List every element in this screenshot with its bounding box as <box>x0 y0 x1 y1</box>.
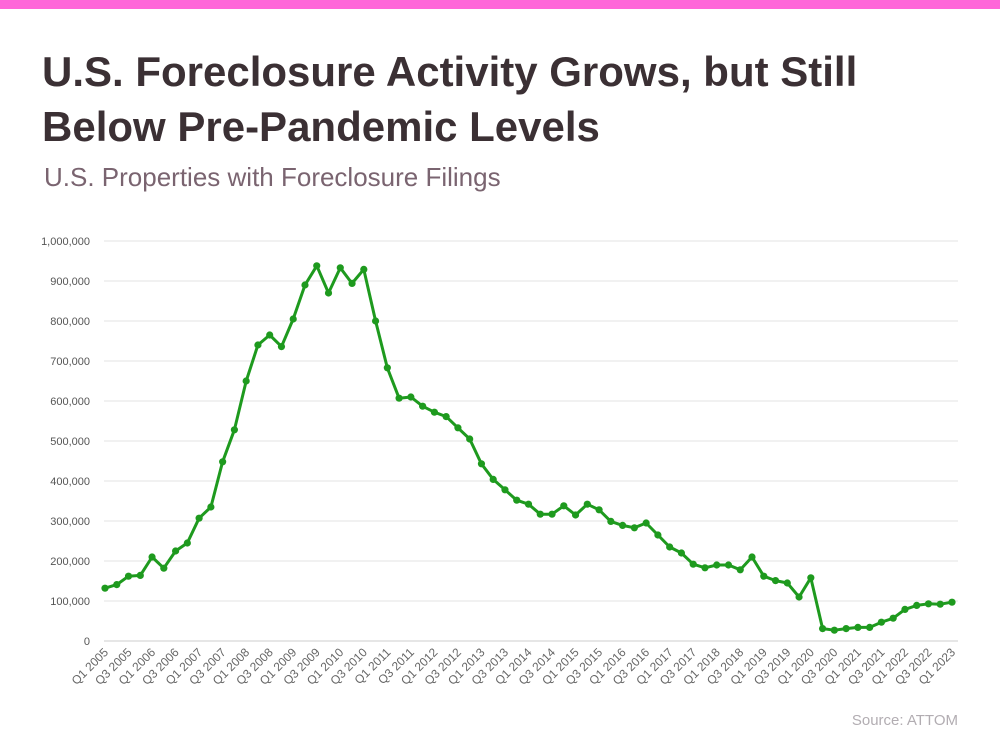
data-point <box>454 424 462 432</box>
data-point <box>160 564 168 572</box>
data-point <box>113 581 121 589</box>
data-point <box>466 435 474 443</box>
data-point <box>183 539 191 547</box>
y-tick-label: 300,000 <box>50 516 90 528</box>
data-point <box>936 600 944 608</box>
page-title: U.S. Foreclosure Activity Grows, but Sti… <box>42 48 858 150</box>
data-point <box>560 502 568 510</box>
data-point <box>313 262 321 270</box>
data-point <box>760 572 768 580</box>
data-point <box>395 394 403 402</box>
data-point <box>913 601 921 610</box>
data-point <box>207 503 215 511</box>
data-point <box>289 315 297 323</box>
data-point <box>419 402 427 410</box>
data-point <box>219 458 227 466</box>
data-point <box>548 510 556 518</box>
data-point <box>666 543 674 551</box>
data-point <box>901 605 909 614</box>
y-tick-label: 700,000 <box>50 356 90 368</box>
data-point <box>336 264 344 272</box>
data-point <box>171 547 180 555</box>
data-point <box>630 524 638 532</box>
data-point <box>654 531 662 539</box>
data-point <box>854 623 862 632</box>
data-point <box>524 500 533 508</box>
data-point <box>818 625 827 633</box>
data-point <box>830 626 838 634</box>
data-point <box>736 566 744 574</box>
series-line-group <box>103 264 954 632</box>
y-tick-label: 800,000 <box>50 316 90 328</box>
data-point <box>360 265 368 273</box>
data-point <box>842 625 850 633</box>
data-point <box>266 331 274 339</box>
data-point <box>430 408 438 416</box>
gridlines <box>104 240 958 642</box>
y-tick-label: 900,000 <box>50 276 90 288</box>
data-point <box>924 600 933 608</box>
data-point <box>795 593 803 601</box>
chart-subtitle: U.S. Properties with Foreclosure Filings <box>44 162 501 192</box>
data-point <box>477 460 486 468</box>
data-point <box>866 623 874 632</box>
data-point <box>301 281 309 289</box>
y-axis-tick-labels: 0 100,000 200,000 300,000 400,000 500,000 600,… <box>41 236 90 648</box>
y-tick-label: 100,000 <box>50 596 90 608</box>
data-point <box>324 289 333 297</box>
data-point <box>407 393 415 401</box>
data-point <box>254 341 262 349</box>
data-point <box>501 486 509 494</box>
data-point <box>595 506 603 514</box>
data-point <box>148 553 156 561</box>
data-point <box>489 475 497 483</box>
data-point <box>948 598 956 606</box>
data-point <box>771 577 780 585</box>
y-tick-label: 1,000,000 <box>41 236 90 248</box>
data-point <box>124 572 133 580</box>
data-point <box>242 377 250 385</box>
source-note: Source: ATTOM <box>851 712 958 729</box>
data-point <box>701 564 709 572</box>
data-point <box>371 317 380 325</box>
data-point <box>807 574 815 582</box>
y-tick-label: 500,000 <box>50 436 90 448</box>
y-tick-label: 400,000 <box>50 476 90 488</box>
data-point <box>536 510 544 518</box>
series-points <box>101 262 956 634</box>
data-point <box>689 560 697 568</box>
data-point <box>513 496 521 504</box>
data-point <box>748 553 756 561</box>
data-point <box>619 521 627 530</box>
y-tick-label: 200,000 <box>50 556 90 568</box>
data-point <box>136 571 144 580</box>
data-point <box>607 517 615 526</box>
y-tick-label: 600,000 <box>50 396 90 408</box>
data-point <box>583 500 591 508</box>
y-tick-label: 0 <box>84 636 90 648</box>
data-point <box>277 343 286 351</box>
data-point <box>348 279 356 287</box>
series-line <box>103 264 954 632</box>
data-point <box>783 579 791 587</box>
data-point <box>713 561 721 569</box>
data-point <box>101 584 109 592</box>
data-point <box>230 426 239 434</box>
data-point <box>724 561 733 569</box>
data-point <box>642 519 650 527</box>
data-point <box>442 413 450 421</box>
data-point <box>571 511 580 519</box>
accent-bar <box>0 0 1000 9</box>
data-point <box>383 364 391 372</box>
data-point <box>195 514 203 522</box>
data-point <box>677 549 686 557</box>
data-point <box>877 618 886 626</box>
data-point <box>889 614 897 622</box>
